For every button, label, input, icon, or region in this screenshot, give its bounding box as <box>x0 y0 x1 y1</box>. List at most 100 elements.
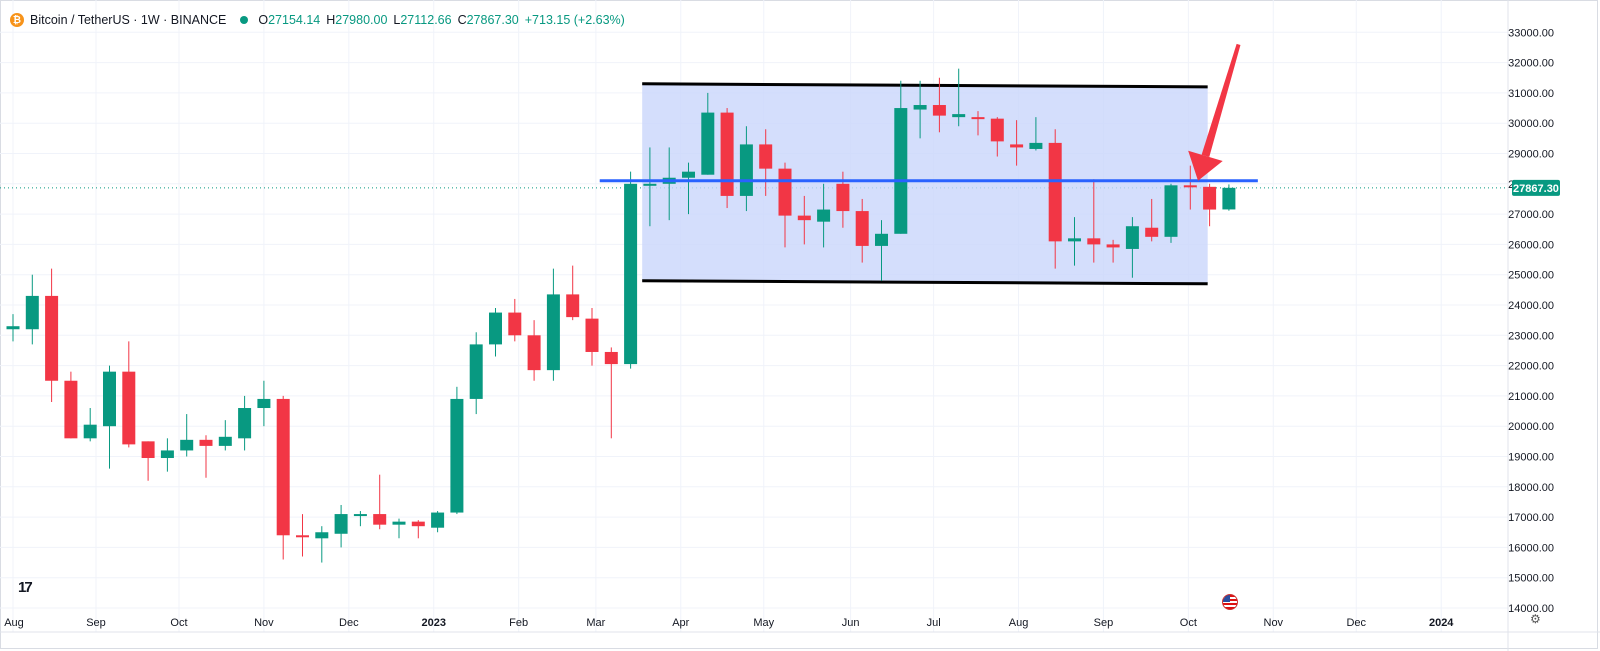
candle-body <box>315 532 329 539</box>
candle-body <box>238 408 252 439</box>
candle-body <box>546 294 560 371</box>
candle-body <box>180 439 194 451</box>
market-status-dot-icon <box>240 16 249 24</box>
candle-body <box>913 105 927 110</box>
candle-body <box>739 144 753 196</box>
candle-body <box>817 209 831 222</box>
candle-body <box>932 105 946 116</box>
candle-body <box>64 380 78 439</box>
price-tick-label: 23000.00 <box>1508 330 1554 342</box>
candle-body <box>160 450 174 459</box>
tradingview-logo-icon[interactable]: 17 <box>18 579 33 596</box>
time-tick-label: Nov <box>1264 617 1284 629</box>
candle-body <box>624 183 638 365</box>
price-tick-label: 32000.00 <box>1508 58 1554 70</box>
candle-body <box>720 112 734 196</box>
time-tick-label: 2023 <box>421 617 445 629</box>
price-tick-label: 24000.00 <box>1508 300 1554 312</box>
symbol-title[interactable]: Bitcoin / TetherUS · 1W · BINANCE <box>30 13 227 27</box>
candle-body <box>778 168 792 216</box>
candle-body <box>1203 186 1217 210</box>
candle-body <box>334 514 348 534</box>
candle-body <box>682 171 695 178</box>
candle-body <box>6 326 20 330</box>
candle-body <box>1068 238 1081 242</box>
candle-body <box>894 108 908 234</box>
candle-body <box>1106 244 1120 248</box>
candle-body <box>990 118 1004 142</box>
candles <box>6 68 1236 563</box>
open-key: O <box>258 13 269 27</box>
candle-body <box>353 514 367 517</box>
close-key: C <box>457 13 467 27</box>
close-value: 27867.30 <box>466 13 519 27</box>
price-tick-label: 25000.00 <box>1508 270 1554 282</box>
time-tick-label: 2024 <box>1429 617 1454 629</box>
low-key: L <box>393 13 401 27</box>
candle-body <box>836 183 850 212</box>
candle-body <box>141 441 155 459</box>
candle-body <box>1029 142 1043 149</box>
candle-body <box>431 512 445 528</box>
channel-top-line[interactable] <box>642 82 1208 89</box>
arrow-shaft[interactable] <box>1201 43 1241 157</box>
time-tick-label: Nov <box>254 617 274 629</box>
price-tick-label: 17000.00 <box>1508 512 1554 524</box>
candle-body <box>1048 142 1062 242</box>
candle-body <box>1222 187 1236 210</box>
candle-body <box>1145 227 1159 237</box>
current-price-badge <box>1512 179 1560 196</box>
time-tick-label: Sep <box>1094 617 1114 629</box>
candle-body <box>45 295 59 381</box>
channel-fill[interactable] <box>642 83 1208 284</box>
price-tick-label: 26000.00 <box>1508 239 1554 251</box>
candle-body <box>411 521 425 527</box>
price-tick-label: 19000.00 <box>1508 452 1554 464</box>
candle-body <box>103 371 116 427</box>
candle-body <box>1087 238 1101 245</box>
time-tick-label: Oct <box>1180 617 1197 629</box>
annotations[interactable] <box>599 43 1258 183</box>
time-tick-label: Aug <box>1009 617 1029 629</box>
channel-drawing[interactable] <box>642 82 1208 286</box>
candle-body <box>566 294 580 318</box>
candle-body <box>759 144 773 169</box>
candle-body <box>469 344 483 399</box>
time-tick-label: Aug <box>4 617 24 629</box>
us-flag-icon[interactable] <box>1222 594 1238 610</box>
candle-body <box>25 295 39 330</box>
candle-body <box>952 114 966 118</box>
candle-body <box>855 211 869 246</box>
high-value: 27980.00 <box>335 13 388 27</box>
candle-body <box>1183 185 1197 188</box>
candle-body <box>643 183 657 186</box>
candle-body <box>971 117 985 120</box>
candle-body <box>875 233 888 246</box>
bitcoin-icon: ₿ <box>10 13 24 27</box>
price-tick-label: 14000.00 <box>1508 603 1554 615</box>
candle-body <box>508 312 522 336</box>
price-tick-label: 18000.00 <box>1508 482 1554 494</box>
price-tick-label: 20000.00 <box>1508 421 1554 433</box>
time-tick-label: Mar <box>586 617 605 629</box>
candle-body <box>527 335 541 371</box>
grid <box>0 0 1508 632</box>
price-tick-label: 16000.00 <box>1508 542 1554 554</box>
channel-bottom-line[interactable] <box>642 279 1208 286</box>
ohlc-values: O27154.14 H27980.00 L27112.66 C27867.30 … <box>258 13 624 27</box>
candle-body <box>604 351 618 365</box>
candle-body <box>392 521 406 525</box>
current-price-label: 27867.30 <box>1513 183 1559 195</box>
time-tick-label: Dec <box>339 617 359 629</box>
chart-legend: ₿ Bitcoin / TetherUS · 1W · BINANCE O271… <box>10 10 625 30</box>
time-tick-label: May <box>753 617 774 629</box>
candle-body <box>1010 144 1024 148</box>
time-tick-label: Oct <box>170 617 187 629</box>
arrow-head[interactable] <box>1188 150 1223 181</box>
price-tick-label: 33000.00 <box>1508 27 1554 39</box>
time-tick-label: Feb <box>509 617 528 629</box>
settings-icon[interactable]: ⚙ <box>1530 612 1541 626</box>
price-tick-label: 27000.00 <box>1508 209 1554 221</box>
